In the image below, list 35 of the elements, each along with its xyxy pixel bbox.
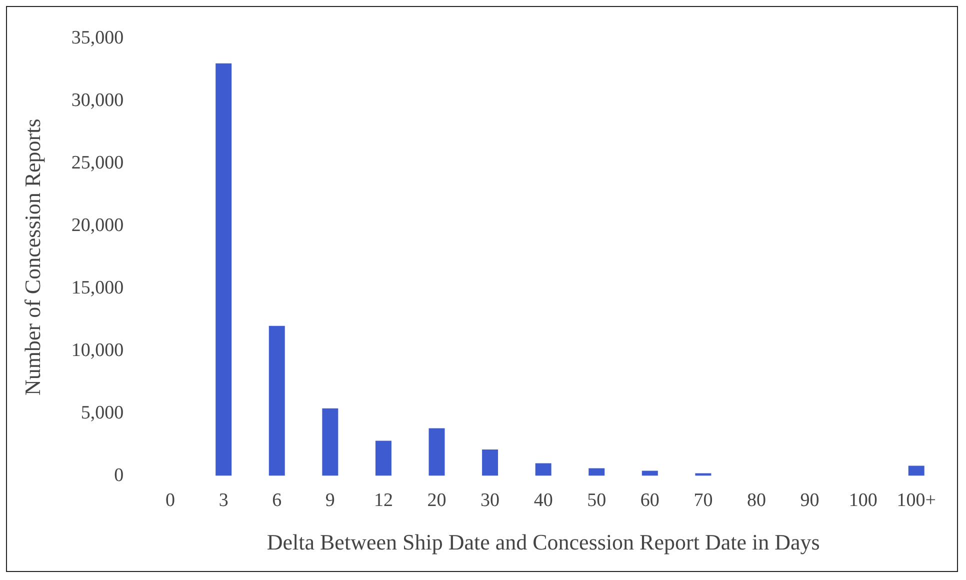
- x-tick-label: 60: [640, 490, 660, 512]
- y-tick-label: 25,000: [71, 152, 124, 174]
- bar: [642, 470, 658, 476]
- y-tick-label: 10,000: [71, 340, 124, 361]
- x-tick-label: 50: [587, 490, 606, 512]
- x-tick-label: 30: [480, 490, 500, 512]
- y-axis-title: Number of Concession Reports: [20, 118, 45, 396]
- x-axis-title: Delta Between Ship Date and Concession Report Date in Days: [266, 530, 820, 555]
- x-tick-label: 20: [427, 490, 446, 512]
- y-tick-label: 35,000: [71, 27, 124, 48]
- x-tick-label: 90: [800, 490, 820, 512]
- bar: [588, 468, 605, 476]
- bar: [268, 326, 285, 476]
- bar: [908, 466, 924, 476]
- x-tick-label: 80: [746, 490, 766, 512]
- bar: [322, 408, 338, 476]
- x-tick-label: 9: [325, 490, 335, 512]
- x-tick-label: 6: [272, 490, 282, 512]
- bar: [428, 428, 445, 476]
- x-tick-label: 12: [374, 490, 393, 512]
- bar: [375, 440, 392, 476]
- x-tick-label: 100+: [896, 490, 936, 512]
- bar: [216, 63, 232, 476]
- y-tick-label: 5,000: [80, 402, 124, 424]
- x-tick-label: 70: [694, 490, 713, 512]
- x-tick-label: 3: [218, 490, 228, 512]
- x-tick-label: 0: [166, 490, 176, 512]
- y-tick-label: 20,000: [71, 214, 124, 236]
- bar: [482, 450, 498, 476]
- y-tick-label: 0: [114, 464, 124, 486]
- bar: [535, 463, 552, 476]
- y-tick-label: 15,000: [71, 277, 124, 298]
- y-tick-label: 30,000: [71, 90, 124, 111]
- x-tick-label: 40: [534, 490, 553, 512]
- x-tick-label: 100: [848, 490, 878, 512]
